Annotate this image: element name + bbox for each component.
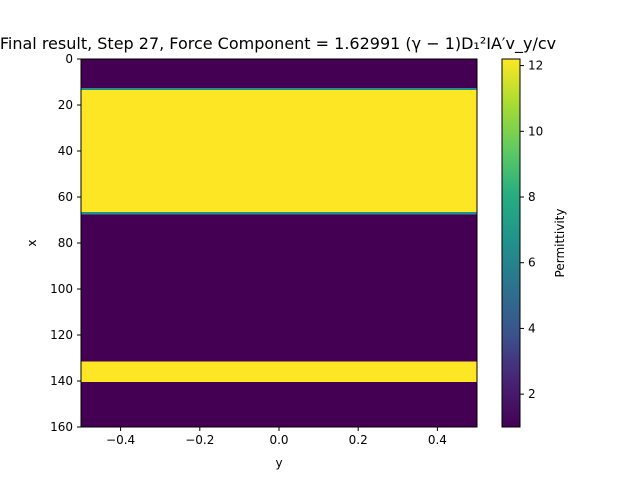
colorbar-tick-label: 12	[528, 59, 543, 73]
heatmap-band	[81, 382, 477, 427]
colorbar-label: Permittivity	[553, 209, 567, 278]
heatmap-plot: −0.4 −0.2 0.0 0.2 0.4 020406080100120140160 …	[25, 52, 478, 470]
x-tick-label: 0.0	[269, 433, 288, 447]
y-tick-label: 20	[58, 98, 73, 112]
heatmap-bands	[81, 59, 477, 427]
colorbar-gradient	[502, 59, 520, 427]
x-tick-label: 0.4	[428, 433, 447, 447]
colorbar-ticks: 2 4 6 8 10 12	[520, 59, 543, 401]
colorbar-tick-label: 2	[528, 387, 536, 401]
chart-title: Final result, Step 27, Force Component =…	[0, 34, 556, 54]
y-tick-label: 160	[50, 420, 73, 434]
x-axis-label: y	[275, 456, 282, 470]
heatmap-band	[81, 59, 477, 88]
y-tick-label: 0	[65, 52, 73, 66]
colorbar-tick-label: 10	[528, 124, 543, 138]
x-tick-label: 0.2	[349, 433, 368, 447]
x-tick-label: −0.2	[185, 433, 214, 447]
heatmap-band	[81, 214, 477, 362]
colorbar-frame	[501, 58, 521, 428]
x-tick-label: −0.4	[106, 433, 135, 447]
colorbar-tick-label: 4	[528, 321, 536, 335]
heatmap-band	[81, 211, 477, 215]
y-tick-label: 60	[58, 190, 73, 204]
colorbar-tick-label: 6	[528, 256, 536, 270]
y-tick-label: 80	[58, 236, 73, 250]
y-axis-label: x	[25, 239, 39, 246]
y-tick-label: 100	[50, 282, 73, 296]
colorbar: 2 4 6 8 10 12 Permittivity	[501, 58, 567, 428]
y-axis: 0 20 40 60 80 100 120 140 160	[50, 52, 81, 434]
colorbar-tick-label: 8	[528, 190, 536, 204]
heatmap-band	[81, 361, 477, 383]
heatmap-band	[81, 90, 477, 212]
y-tick-label: 40	[58, 144, 73, 158]
y-tick-label: 140	[50, 374, 73, 388]
y-tick-label: 120	[50, 328, 73, 342]
x-axis: −0.4 −0.2 0.0 0.2 0.4	[106, 427, 447, 447]
heatmap-band	[81, 87, 477, 91]
